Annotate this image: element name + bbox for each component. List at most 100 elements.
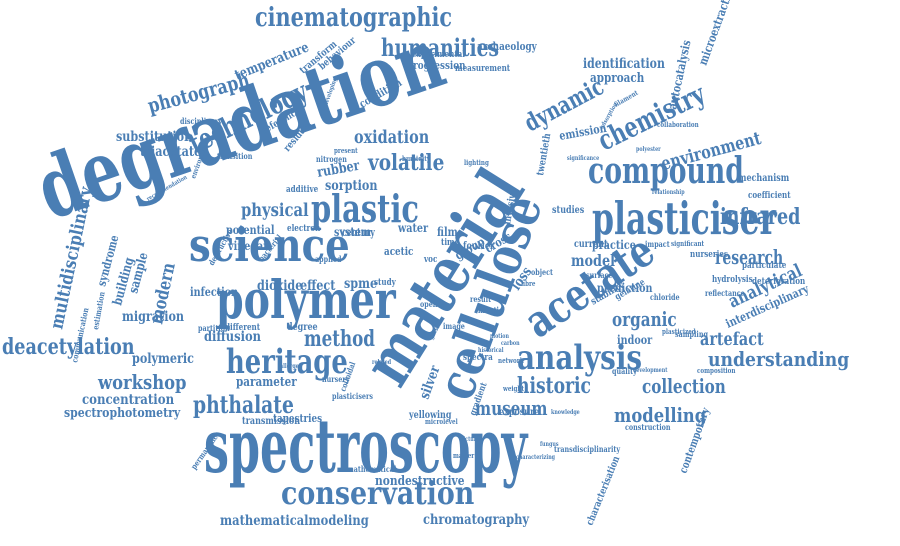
- word-microlevel: microlevel: [425, 417, 458, 426]
- word-humidity: humidity: [402, 154, 430, 163]
- word-research: research: [715, 247, 784, 270]
- word-museum: museum: [475, 397, 548, 421]
- word-surface: surface: [586, 270, 613, 280]
- word-collection: collection: [642, 375, 726, 399]
- word-polyester: polyester: [636, 147, 661, 154]
- word-present: present: [334, 147, 358, 155]
- word-physical: physical: [241, 200, 309, 221]
- word-nursery: nursery: [322, 374, 350, 384]
- word-mechanism: mechanism: [738, 173, 790, 184]
- word-hydrolysis: hydrolysis: [712, 273, 753, 284]
- word-humanities: humanities: [381, 35, 499, 63]
- word-model: model: [571, 252, 615, 271]
- word-artefact: artefact: [700, 328, 764, 349]
- word-measurement: measurement: [455, 62, 510, 73]
- word-significance: significance: [567, 156, 600, 163]
- word-fungus: fungus: [540, 442, 559, 449]
- word-plastic: plastic: [311, 186, 419, 231]
- word-volatile: volatile: [367, 149, 444, 175]
- word-understanding: understanding: [708, 348, 849, 372]
- word-partition: partition: [198, 323, 230, 333]
- word-analysis: analysis: [517, 338, 642, 377]
- word-indoor: indoor: [617, 333, 652, 347]
- word-mathematicalmodeling: mathematicalmodeling: [220, 513, 369, 529]
- word-identification: identification: [583, 55, 665, 72]
- word-diffusion: diffusion: [204, 329, 262, 345]
- word-plasticiser: plasticiser: [592, 193, 777, 245]
- word-particulate: particulate: [742, 259, 786, 270]
- word-lighting: lighting: [464, 158, 489, 167]
- word-estimation: estimation: [90, 290, 107, 330]
- word-spme: spme: [344, 275, 377, 292]
- word-spectroscopy: spectroscopy: [204, 404, 528, 490]
- word-relationship: relationship: [652, 190, 685, 197]
- word-disciplinary: disciplinary: [180, 116, 223, 126]
- word-effect: effect: [300, 277, 336, 294]
- word-different: different: [225, 321, 260, 332]
- word-knowledge: knowledge: [551, 410, 580, 417]
- word-weight: weight: [502, 384, 524, 393]
- word-image: image: [443, 321, 465, 331]
- word-historical: historical: [478, 348, 504, 355]
- word-development: development: [633, 368, 668, 375]
- word-coefficient: coefficient: [748, 189, 791, 200]
- word-plasticisers: plasticisers: [332, 391, 373, 401]
- word-chromatography: chromatography: [423, 512, 530, 528]
- word-reflectance: reflectance: [705, 288, 745, 298]
- word-infection: infection: [190, 285, 238, 299]
- word-polymeric: polymeric: [132, 350, 194, 367]
- word-substitution: substitution: [116, 128, 192, 145]
- word-approach: approach: [590, 70, 645, 85]
- word-sorption: sorption: [325, 177, 377, 194]
- word-plasticized: plasticized: [662, 327, 696, 336]
- word-current: current: [574, 239, 608, 250]
- word-significant: significant: [671, 239, 704, 248]
- word-picture: picture: [460, 437, 480, 444]
- word-object: object: [531, 267, 554, 277]
- word-network: network: [498, 356, 524, 365]
- word-polymer: polymer: [216, 270, 396, 331]
- word-century: century: [342, 227, 375, 240]
- word-spectra: spectra: [463, 351, 493, 362]
- word-characterizing: characterizing: [516, 455, 555, 462]
- word-archaeology: archaeology: [477, 41, 538, 53]
- word-migration: migration: [122, 308, 184, 325]
- word-triacetate: triacetate: [140, 143, 201, 160]
- word-conservation: conservation: [281, 474, 474, 512]
- word-science: science: [189, 219, 350, 273]
- word-result: result: [470, 294, 492, 304]
- word-oxidation: oxidation: [354, 126, 429, 147]
- word-modelling: modelling: [614, 405, 706, 428]
- word-spectrophotometry: spectrophotometry: [64, 405, 181, 420]
- word-time: time: [441, 236, 459, 247]
- word-acetic: acetic: [384, 246, 413, 258]
- word-chloride: chloride: [650, 292, 680, 302]
- word-deterioration: deterioration: [752, 275, 805, 286]
- word-yellowing: yellowing: [408, 410, 452, 421]
- word-concentration: concentration: [82, 392, 175, 408]
- word-impact: impact: [645, 239, 670, 249]
- word-potential: potential: [226, 223, 275, 237]
- word-characterisation: characterisation: [585, 454, 623, 527]
- word-experimental: experimental: [412, 48, 465, 59]
- word-film: film: [437, 225, 458, 239]
- word-collaboration: collaboration: [657, 120, 699, 129]
- word-allergen: allergen: [280, 364, 302, 371]
- word-historic: historic: [517, 372, 591, 399]
- word-transmission: transmission: [242, 416, 300, 427]
- word-parameter: parameter: [236, 374, 297, 389]
- word-progression: progression: [407, 60, 466, 72]
- word-compound: compound: [588, 150, 744, 192]
- word-construction: construction: [625, 422, 671, 432]
- word-heritage: heritage: [226, 343, 348, 382]
- word-additive: additive: [286, 183, 318, 194]
- word-twentieth: twentieth: [535, 132, 553, 176]
- word-electron: electron: [287, 222, 320, 233]
- word-nurseries: nurseries: [690, 248, 728, 259]
- word-mathematical: mathematical: [347, 464, 397, 474]
- word-study: study: [374, 276, 396, 287]
- word-practice: practice: [592, 238, 636, 252]
- word-composition: composition: [697, 366, 736, 375]
